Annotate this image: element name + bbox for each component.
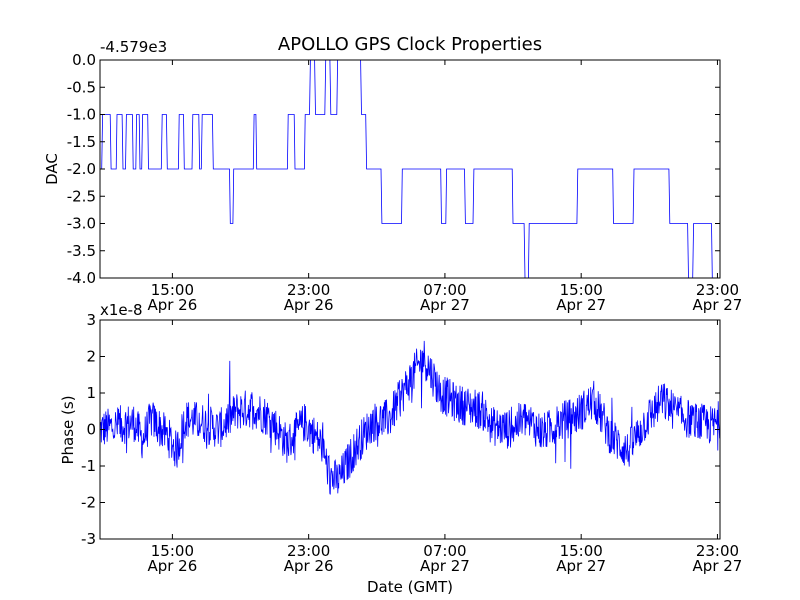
dac-x-tick-date: Apr 27 [420,296,470,314]
phase-y-tick-label: 0 [86,421,96,439]
dac-offset-label: -4.579e3 [100,38,167,56]
phase-y-axis-label: Phase (s) [59,395,77,464]
phase-y-tick-label: -2 [81,494,96,512]
dac-panel: -4.0 -3.5 -3.0 -2.5 -2.0 -1.5 -1.0 -0.5 0.0 15:0… [43,38,742,314]
phase-y-tick-label: -1 [81,457,96,475]
phase-x-tick-time: 23:00 [696,542,739,560]
dac-y-tick-label: -3.0 [67,215,96,233]
phase-x-tick-time: 07:00 [423,542,466,560]
phase-x-tick-date: Apr 26 [284,557,334,575]
dac-y-tick-label: -1.5 [67,133,96,151]
phase-y-tick-label: 3 [86,311,96,329]
dac-x-tick-date: Apr 27 [693,296,743,314]
phase-x-tick-date: Apr 27 [693,557,743,575]
phase-x-tick-time: 15:00 [560,542,603,560]
dac-x-tick-date: Apr 27 [556,296,606,314]
phase-x-tick-date: Apr 27 [420,557,470,575]
phase-series-line [99,340,721,495]
phase-x-tick-date: Apr 27 [556,557,606,575]
phase-y-tick-label: 1 [86,384,96,402]
dac-x-tick-time: 15:00 [560,281,603,299]
x-axis-label: Date (GMT) [367,578,453,596]
chart-title: APOLLO GPS Clock Properties [278,34,542,55]
phase-x-tick-time: 23:00 [287,542,330,560]
dac-x-tick-date: Apr 26 [147,296,197,314]
phase-x-tick-date: Apr 26 [147,557,197,575]
phase-y-ticks: -3 -2 -1 0 1 2 3 [81,311,720,548]
dac-x-tick-time: 07:00 [423,281,466,299]
dac-x-tick-date: Apr 26 [284,296,334,314]
dac-y-tick-label: -1.0 [67,106,96,124]
dac-y-tick-label: -3.5 [67,242,96,260]
dac-y-tick-label: -2.0 [67,160,96,178]
phase-y-tick-label: -3 [81,530,96,548]
dac-x-tick-time: 15:00 [151,281,194,299]
dac-y-ticks: -4.0 -3.5 -3.0 -2.5 -2.0 -1.5 -1.0 -0.5 0.0 [67,51,720,287]
dac-y-tick-label: -0.5 [67,78,96,96]
phase-offset-label: x1e-8 [100,301,143,319]
dac-x-tick-time: 23:00 [287,281,330,299]
dac-y-tick-label: -4.0 [67,269,96,287]
dac-x-tick-time: 23:00 [696,281,739,299]
phase-y-tick-label: 2 [86,348,96,366]
dac-y-tick-label: -2.5 [67,187,96,205]
phase-x-tick-time: 15:00 [151,542,194,560]
dac-y-axis-label: DAC [43,153,61,185]
dac-y-tick-label: 0.0 [72,51,96,69]
